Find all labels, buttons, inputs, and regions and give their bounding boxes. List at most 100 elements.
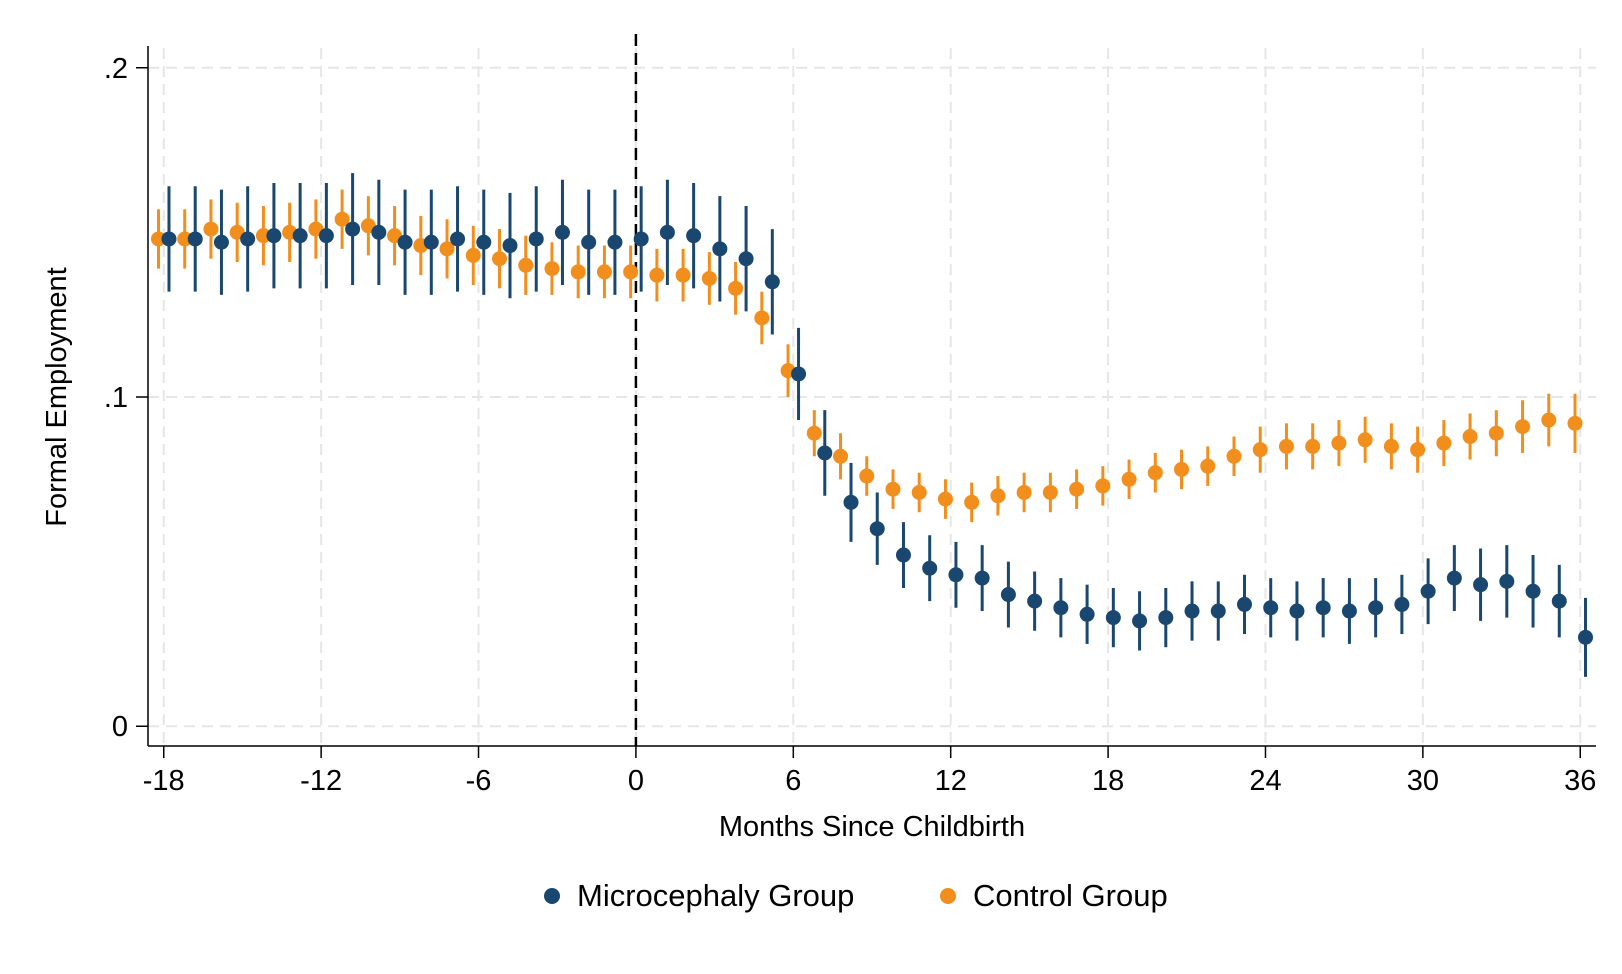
control-point xyxy=(1331,435,1347,451)
x-tick-label-1: -12 xyxy=(300,765,342,797)
control-point xyxy=(334,211,350,227)
control-point xyxy=(649,267,665,283)
control-point xyxy=(1488,425,1504,441)
microcephaly-point xyxy=(922,560,938,576)
control-point xyxy=(1174,461,1190,477)
control-point xyxy=(728,280,744,296)
control-point xyxy=(1252,442,1268,458)
legend: Microcephaly Group Control Group xyxy=(544,878,1168,913)
microcephaly-point xyxy=(345,221,361,237)
microcephaly-point xyxy=(764,274,780,290)
control-point xyxy=(1567,415,1583,431)
microcephaly-point xyxy=(659,224,675,240)
control-point xyxy=(859,468,875,484)
control-point xyxy=(1200,458,1216,474)
microcephaly-point xyxy=(1132,613,1148,629)
microcephaly-point xyxy=(318,228,334,244)
control-point xyxy=(833,448,849,464)
x-tick-label-8: 30 xyxy=(1407,765,1439,797)
microcephaly-point xyxy=(1158,610,1174,626)
control-point xyxy=(1357,432,1373,448)
x-tick-label-0: -18 xyxy=(143,765,185,797)
control-point xyxy=(675,267,691,283)
axes xyxy=(147,46,1596,747)
microcephaly-point xyxy=(1315,600,1331,616)
control-point xyxy=(177,231,193,247)
control-point xyxy=(964,494,980,510)
microcephaly-point xyxy=(974,570,990,586)
microcephaly-point xyxy=(476,234,492,250)
control-point xyxy=(937,491,953,507)
control-point xyxy=(911,484,927,500)
microcephaly-point xyxy=(1499,573,1515,589)
control-point xyxy=(885,481,901,497)
control-point xyxy=(1278,438,1294,454)
y-tick-label-1: .1 xyxy=(104,382,128,414)
microcephaly-point xyxy=(292,228,308,244)
x-tick-label-6: 18 xyxy=(1092,765,1124,797)
control-point xyxy=(1147,465,1163,481)
microcephaly-point xyxy=(1525,583,1541,599)
legend-label-microcephaly: Microcephaly Group xyxy=(577,878,854,913)
series-control xyxy=(150,189,1583,523)
microcephaly-point xyxy=(161,231,177,247)
control-point xyxy=(990,488,1006,504)
control-point xyxy=(1515,419,1531,435)
axis-ticks: -18 -12 -6 0 6 12 18 24 30 36 0 .1 .2 xyxy=(104,53,1597,797)
microcephaly-point xyxy=(1027,593,1043,609)
microcephaly-point xyxy=(1105,610,1121,626)
microcephaly-point xyxy=(213,234,229,250)
control-point xyxy=(1095,478,1111,494)
legend-marker-control xyxy=(940,888,956,904)
x-tick-label-3: 0 xyxy=(628,765,644,797)
microcephaly-point xyxy=(1236,596,1252,612)
x-tick-label-4: 6 xyxy=(785,765,801,797)
control-point xyxy=(596,264,612,280)
control-point xyxy=(1016,484,1032,500)
microcephaly-point xyxy=(1079,606,1095,622)
microcephaly-point xyxy=(1000,587,1016,603)
y-tick-label-0: 0 xyxy=(112,711,128,743)
control-point xyxy=(806,425,822,441)
microcephaly-point xyxy=(423,234,439,250)
control-point xyxy=(623,264,639,280)
control-point xyxy=(255,228,271,244)
control-point xyxy=(1541,412,1557,428)
control-point xyxy=(518,257,534,273)
control-point xyxy=(1069,481,1085,497)
microcephaly-point xyxy=(633,231,649,247)
control-point xyxy=(1121,471,1137,487)
control-point xyxy=(1305,438,1321,454)
control-point xyxy=(439,241,455,257)
x-tick-label-7: 24 xyxy=(1249,765,1281,797)
control-point xyxy=(492,251,508,267)
microcephaly-point xyxy=(1368,600,1384,616)
microcephaly-point xyxy=(712,241,728,257)
microcephaly-point xyxy=(581,234,597,250)
microcephaly-point xyxy=(1341,603,1357,619)
microcephaly-point xyxy=(738,251,754,267)
control-point xyxy=(754,310,770,326)
x-axis-title: Months Since Childbirth xyxy=(719,811,1025,843)
microcephaly-point xyxy=(895,547,911,563)
microcephaly-point xyxy=(397,234,413,250)
microcephaly-point xyxy=(187,231,203,247)
microcephaly-point xyxy=(266,228,282,244)
microcephaly-point xyxy=(528,231,544,247)
microcephaly-point xyxy=(1551,593,1567,609)
microcephaly-point xyxy=(686,228,702,244)
microcephaly-point xyxy=(1053,600,1069,616)
y-axis-title: Formal Employment xyxy=(41,267,73,526)
control-point xyxy=(465,247,481,263)
y-tick-label-2: .2 xyxy=(104,53,128,85)
microcephaly-point xyxy=(1473,577,1489,593)
microcephaly-point xyxy=(817,445,833,461)
microcephaly-point xyxy=(240,231,256,247)
control-point xyxy=(1462,429,1478,445)
legend-marker-microcephaly xyxy=(544,888,560,904)
microcephaly-point xyxy=(554,224,570,240)
control-point xyxy=(1436,435,1452,451)
microcephaly-point xyxy=(1184,603,1200,619)
